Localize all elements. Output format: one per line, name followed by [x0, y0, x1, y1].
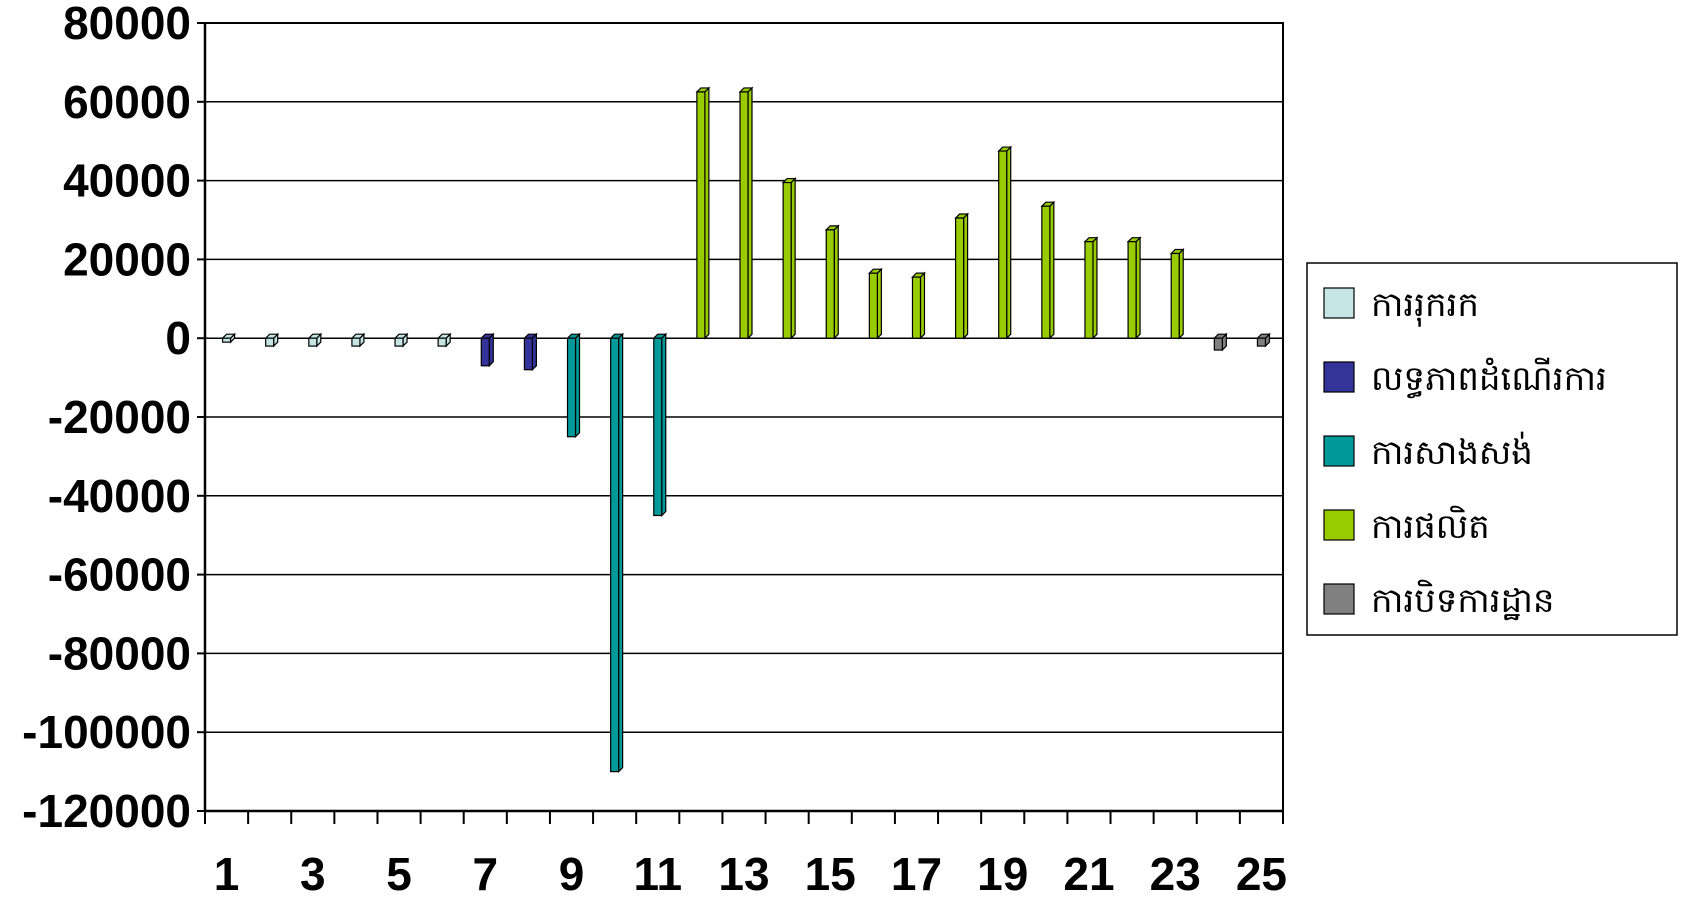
bar-front — [1084, 241, 1094, 339]
x-tick-label: 1 — [214, 848, 240, 897]
x-tick-label: 19 — [977, 848, 1028, 897]
bar-front — [739, 91, 749, 339]
bar-series3-cat9 — [566, 332, 581, 439]
bar-series4-cat12 — [695, 86, 711, 340]
y-tick-label: 60000 — [63, 76, 191, 128]
x-tick-label: 3 — [300, 848, 326, 897]
bar-front — [1256, 337, 1267, 347]
bar-series1-cat5 — [393, 332, 409, 348]
bar-series2-cat7 — [479, 332, 495, 368]
bar-series5-cat25 — [1255, 332, 1271, 348]
bar-front — [1127, 241, 1137, 339]
x-tick-label: 17 — [891, 848, 942, 897]
y-tick-label: -120000 — [22, 785, 191, 837]
bar-series2-cat8 — [522, 332, 538, 372]
bar-front — [868, 272, 878, 339]
bar-front — [782, 181, 792, 339]
bar-front — [954, 217, 965, 339]
legend-swatch-3 — [1323, 435, 1355, 467]
bar-series4-cat15 — [824, 224, 840, 340]
bar-front — [1170, 252, 1180, 339]
legend: ការរុករកលទ្ធភាពដំណើរការការសាងសង់ការផលិតក… — [1306, 262, 1678, 636]
bar-front — [437, 337, 447, 347]
bar-series1-cat6 — [436, 332, 452, 348]
bar-front — [523, 337, 534, 371]
legend-swatch-1 — [1323, 287, 1355, 319]
bar-series3-cat11 — [652, 332, 668, 517]
bar-series4-cat18 — [954, 212, 970, 340]
x-tick-label: 21 — [1063, 848, 1114, 897]
bar-front — [480, 337, 490, 367]
legend-box — [1306, 262, 1678, 636]
y-tick-label: -40000 — [48, 470, 191, 522]
x-tick-label: 13 — [718, 848, 769, 897]
bar-front — [394, 337, 404, 347]
legend-label-1: ការរុករក — [1371, 285, 1479, 327]
x-tick-label: 9 — [559, 848, 585, 897]
x-tick-label: 15 — [805, 848, 856, 897]
bar-front — [1213, 337, 1223, 351]
y-tick-label: 80000 — [63, 0, 191, 49]
bar-series4-cat17 — [911, 271, 926, 340]
bar-series1-cat4 — [350, 332, 366, 348]
x-tick-label: 11 — [633, 848, 682, 897]
y-tick-label: -20000 — [48, 391, 191, 443]
y-tick-label: 20000 — [63, 233, 191, 285]
legend-label-4: ការផលិត — [1371, 505, 1490, 547]
bar-series1-cat1 — [221, 332, 237, 344]
y-tick-label: 0 — [165, 312, 191, 364]
bar-series4-cat23 — [1169, 248, 1185, 340]
legend-label-2: លទ្ធភាពដំណើរការ — [1371, 357, 1607, 399]
legend-swatch-4 — [1323, 509, 1355, 541]
x-tick-label: 5 — [386, 848, 412, 897]
bar-front — [221, 337, 232, 343]
bar-series4-cat14 — [781, 177, 797, 340]
bar-front — [911, 276, 922, 339]
legend-swatch-5 — [1323, 583, 1355, 615]
x-tick-label: 23 — [1150, 848, 1201, 897]
bar-series4-cat21 — [1083, 236, 1099, 340]
bar-front — [1041, 205, 1051, 339]
y-tick-label: 40000 — [63, 155, 191, 207]
bar-series4-cat19 — [997, 145, 1013, 340]
bar-front — [351, 337, 361, 347]
bar-side — [488, 332, 494, 368]
bar-front — [308, 337, 318, 347]
legend-swatch-2 — [1323, 361, 1355, 393]
bar-front — [566, 337, 577, 438]
legend-label-3: ការសាងសង់ — [1371, 431, 1533, 473]
y-tick-label: -80000 — [48, 627, 191, 679]
bar-series1-cat3 — [307, 332, 323, 348]
bar-front — [653, 337, 663, 517]
bar-front — [265, 337, 275, 347]
bar-series4-cat20 — [1040, 200, 1056, 340]
bar-series4-cat16 — [867, 267, 883, 340]
bar-front — [998, 150, 1008, 339]
bar-front — [696, 91, 706, 339]
bar-front — [610, 337, 620, 773]
bar-series5-cat24 — [1212, 332, 1228, 352]
x-tick-label: 7 — [472, 848, 498, 897]
bar-series4-cat22 — [1126, 236, 1142, 340]
y-tick-label: -100000 — [22, 706, 191, 758]
legend-label-5: ការបិទការដ្ឋាន — [1371, 579, 1554, 621]
y-tick-label: -60000 — [48, 549, 191, 601]
bar-series3-cat10 — [609, 332, 625, 774]
bar-series1-cat2 — [264, 332, 280, 348]
bar-series4-cat13 — [738, 86, 754, 340]
plot-area: 80000 60000 40000 20000 0 -20000 -40000 -60000 -… — [22, 0, 1287, 897]
x-tick-label: 25 — [1236, 848, 1287, 897]
bar-front — [825, 229, 835, 339]
